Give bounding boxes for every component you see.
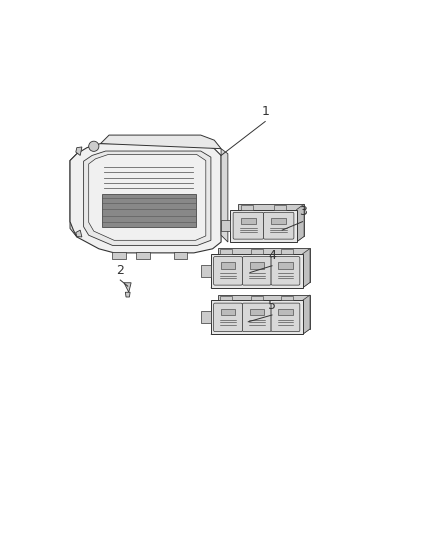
FancyBboxPatch shape xyxy=(264,212,294,239)
Polygon shape xyxy=(221,220,230,231)
Polygon shape xyxy=(219,295,310,329)
Polygon shape xyxy=(238,204,304,237)
Polygon shape xyxy=(230,237,304,242)
Polygon shape xyxy=(84,151,211,245)
Bar xyxy=(173,252,187,259)
FancyBboxPatch shape xyxy=(214,303,242,332)
Bar xyxy=(113,252,126,259)
Polygon shape xyxy=(211,329,310,334)
Bar xyxy=(250,262,264,269)
Bar xyxy=(278,309,293,316)
Polygon shape xyxy=(211,282,310,288)
FancyBboxPatch shape xyxy=(214,256,242,285)
Polygon shape xyxy=(303,295,310,334)
Bar xyxy=(220,249,232,254)
FancyBboxPatch shape xyxy=(242,256,271,285)
Polygon shape xyxy=(124,282,131,292)
Polygon shape xyxy=(230,209,297,242)
Bar xyxy=(274,205,286,209)
Polygon shape xyxy=(70,143,221,253)
Polygon shape xyxy=(102,195,196,227)
Text: 1: 1 xyxy=(261,105,269,118)
Bar xyxy=(251,296,263,301)
FancyBboxPatch shape xyxy=(271,256,300,285)
Polygon shape xyxy=(303,248,310,288)
Polygon shape xyxy=(88,155,206,240)
Text: 3: 3 xyxy=(299,205,307,218)
Bar xyxy=(241,205,253,209)
Bar xyxy=(136,252,150,259)
FancyBboxPatch shape xyxy=(242,303,271,332)
Polygon shape xyxy=(201,265,211,277)
Circle shape xyxy=(88,141,99,151)
Bar xyxy=(271,218,286,224)
Bar xyxy=(251,249,263,254)
Bar xyxy=(220,296,232,301)
Text: 4: 4 xyxy=(268,249,276,262)
Polygon shape xyxy=(221,149,228,242)
FancyBboxPatch shape xyxy=(233,212,264,239)
Polygon shape xyxy=(211,301,303,334)
Bar xyxy=(281,296,293,301)
Polygon shape xyxy=(297,204,304,242)
Bar xyxy=(221,262,235,269)
Polygon shape xyxy=(219,248,310,282)
Text: 2: 2 xyxy=(117,264,124,277)
Polygon shape xyxy=(76,147,82,156)
Bar xyxy=(278,262,293,269)
Polygon shape xyxy=(101,135,221,149)
Bar xyxy=(221,309,235,316)
Polygon shape xyxy=(125,292,130,297)
Text: 5: 5 xyxy=(268,298,276,312)
Polygon shape xyxy=(76,230,82,237)
Polygon shape xyxy=(201,311,211,324)
Polygon shape xyxy=(211,254,303,288)
Bar xyxy=(281,249,293,254)
Polygon shape xyxy=(70,154,84,237)
FancyBboxPatch shape xyxy=(271,303,300,332)
Bar xyxy=(241,218,256,224)
Bar xyxy=(250,309,264,316)
